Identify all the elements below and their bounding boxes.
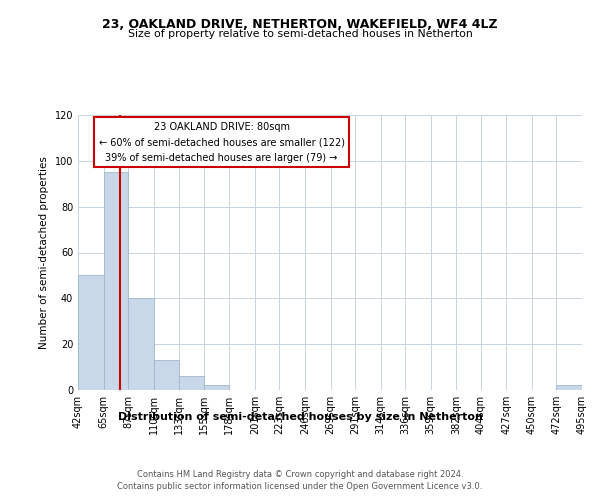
Text: Distribution of semi-detached houses by size in Netherton: Distribution of semi-detached houses by …: [118, 412, 482, 422]
Text: 23, OAKLAND DRIVE, NETHERTON, WAKEFIELD, WF4 4LZ: 23, OAKLAND DRIVE, NETHERTON, WAKEFIELD,…: [102, 18, 498, 30]
Text: Size of property relative to semi-detached houses in Netherton: Size of property relative to semi-detach…: [128, 29, 472, 39]
Bar: [556, 386, 582, 390]
Y-axis label: Number of semi-detached properties: Number of semi-detached properties: [39, 156, 49, 349]
Bar: [204, 386, 229, 390]
Bar: [179, 376, 204, 390]
Bar: [78, 276, 104, 390]
Bar: [128, 298, 154, 390]
Text: Contains HM Land Registry data © Crown copyright and database right 2024.: Contains HM Land Registry data © Crown c…: [137, 470, 463, 479]
Text: Contains public sector information licensed under the Open Government Licence v3: Contains public sector information licen…: [118, 482, 482, 491]
Bar: [154, 360, 179, 390]
Text: 23 OAKLAND DRIVE: 80sqm
← 60% of semi-detached houses are smaller (122)
39% of s: 23 OAKLAND DRIVE: 80sqm ← 60% of semi-de…: [98, 122, 344, 163]
Bar: [104, 172, 128, 390]
